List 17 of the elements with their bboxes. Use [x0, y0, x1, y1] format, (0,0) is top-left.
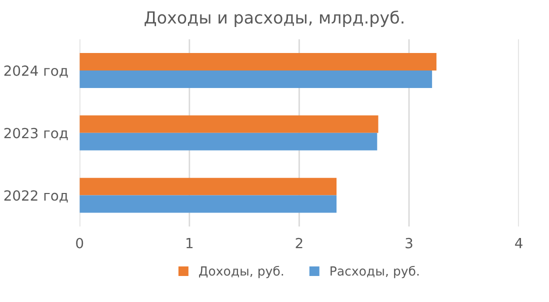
bar: [80, 178, 337, 196]
bar: [80, 132, 378, 150]
x-tick-label: 2: [296, 238, 302, 248]
chart-title: Доходы и расходы, млрд.руб.: [144, 10, 404, 27]
legend-label: Расходы, руб.: [330, 266, 419, 278]
x-tick-label: 4: [515, 238, 522, 248]
bar: [80, 52, 436, 70]
bar: [80, 115, 378, 133]
y-tick-label: 2023 год: [4, 128, 68, 140]
y-tick-label: 2022 год: [4, 190, 68, 202]
x-tick-label: 3: [406, 238, 412, 248]
bar: [80, 195, 337, 213]
x-tick-label: 1: [186, 238, 193, 248]
bar: [80, 70, 432, 88]
x-tick-label: 0: [76, 238, 84, 248]
y-tick-label: 2024 год: [4, 65, 68, 78]
legend-label: Доходы, руб.: [199, 266, 284, 278]
